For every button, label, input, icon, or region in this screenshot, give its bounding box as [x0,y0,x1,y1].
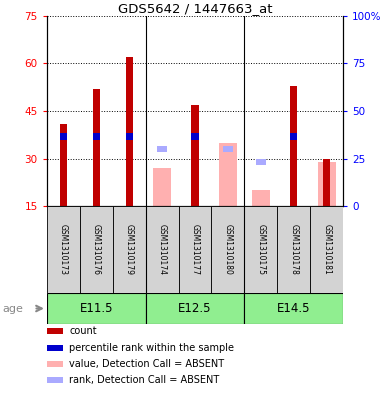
Text: GSM1310181: GSM1310181 [322,224,331,275]
Text: GSM1310176: GSM1310176 [92,224,101,275]
Text: percentile rank within the sample: percentile rank within the sample [69,343,234,353]
Bar [126,57,133,206]
Text: count: count [69,327,97,336]
Bar [47,206,80,293]
Bar [252,191,270,206]
Text: GSM1310179: GSM1310179 [125,224,134,275]
Title: GDS5642 / 1447663_at: GDS5642 / 1447663_at [118,2,272,15]
Bar [47,293,145,324]
Bar [60,124,67,206]
Bar [113,206,145,293]
Bar [47,361,63,367]
Bar [153,168,171,206]
Bar [126,133,133,140]
Bar [277,206,310,293]
Bar [47,345,63,351]
Bar [211,206,245,293]
Bar [60,133,67,140]
Bar [145,293,245,324]
Text: GSM1310178: GSM1310178 [289,224,298,275]
Text: GSM1310177: GSM1310177 [190,224,200,275]
Text: E11.5: E11.5 [80,302,113,315]
Bar [191,105,199,206]
Text: age: age [2,303,23,314]
Bar [191,133,199,140]
Bar [245,293,343,324]
Text: E14.5: E14.5 [277,302,310,315]
Text: GSM1310175: GSM1310175 [256,224,265,275]
Bar [245,206,277,293]
Bar [323,159,330,206]
Bar [157,146,167,152]
Bar [256,159,266,165]
Text: E12.5: E12.5 [178,302,212,315]
Bar [92,89,100,206]
Bar [219,143,237,206]
Bar [223,146,233,152]
Bar [92,133,100,140]
Bar [318,162,336,206]
Bar [47,329,63,334]
Text: rank, Detection Call = ABSENT: rank, Detection Call = ABSENT [69,375,219,385]
Bar [80,206,113,293]
Text: GSM1310180: GSM1310180 [223,224,232,275]
Text: value, Detection Call = ABSENT: value, Detection Call = ABSENT [69,359,224,369]
Bar [47,377,63,383]
Bar [310,206,343,293]
Bar [179,206,211,293]
Text: GSM1310174: GSM1310174 [158,224,167,275]
Bar [290,133,298,140]
Text: GSM1310173: GSM1310173 [59,224,68,275]
Bar [290,86,298,206]
Bar [145,206,179,293]
